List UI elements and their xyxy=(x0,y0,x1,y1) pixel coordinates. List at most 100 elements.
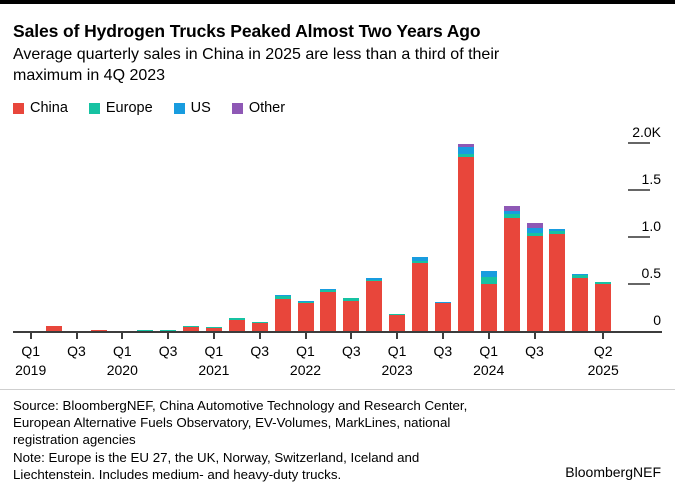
footer-divider xyxy=(0,389,675,390)
bar-segment-us-q2-2024 xyxy=(503,210,520,215)
bar-segment-europe-q4-2024 xyxy=(549,230,566,235)
legend-swatch-europe xyxy=(88,102,100,114)
bar-segment-europe-q1-2025 xyxy=(572,275,589,278)
chart-legend: China Europe US Other xyxy=(13,100,285,116)
bar-segment-europe-q3-2022 xyxy=(343,297,360,301)
y-axis-tick-dash xyxy=(628,142,650,145)
x-axis-quarter-label: Q3 xyxy=(433,343,453,359)
bar-segment-china-q4-2023 xyxy=(457,157,474,331)
y-axis-label: 2.0K xyxy=(632,124,661,141)
x-axis-tick xyxy=(212,333,215,339)
x-axis-quarter-label: Q3 xyxy=(250,343,270,359)
top-border xyxy=(0,0,675,4)
bar-segment-europe-q2-2021 xyxy=(228,318,245,321)
bar-segment-europe-q4-2020 xyxy=(183,325,199,328)
x-axis-quarter-label: Q2 xyxy=(593,343,613,359)
x-axis-year-label: 2022 xyxy=(289,362,322,378)
bar-segment-china-q4-2022 xyxy=(366,280,383,331)
bar-segment-europe-q4-2022 xyxy=(366,279,383,281)
bar-segment-us-q2-2022 xyxy=(320,288,337,291)
bar-segment-china-q4-2024 xyxy=(549,234,566,331)
bar-segment-europe-q2-2020 xyxy=(137,329,154,331)
legend-item-china: China xyxy=(13,100,68,116)
y-axis-label: 0 xyxy=(653,312,661,328)
legend-swatch-other xyxy=(231,102,243,114)
bar-segment-china-q4-2020 xyxy=(183,327,199,331)
bar-segment-us-q1-2025 xyxy=(572,274,589,276)
bar-segment-china-q2-2021 xyxy=(228,320,245,331)
x-axis-quarter-label: Q3 xyxy=(67,343,86,359)
bar-segment-us-q4-2023 xyxy=(457,147,474,154)
legend-swatch-china xyxy=(13,102,24,114)
bar-segment-us-q4-2024 xyxy=(549,228,566,231)
bar-segment-china-q2-2024 xyxy=(503,217,520,331)
bar-segment-europe-q3-2023 xyxy=(434,302,451,304)
x-axis-quarter-label: Q3 xyxy=(525,343,544,359)
legend-label: Other xyxy=(248,100,286,116)
bar-segment-china-q1-2025 xyxy=(572,278,589,331)
x-axis-line xyxy=(13,331,662,333)
bar-segment-us-q3-2023 xyxy=(434,301,451,303)
bar-segment-china-q3-2024 xyxy=(526,235,543,331)
bar-segment-europe-q1-2021 xyxy=(205,326,222,328)
x-axis-year-label: 2023 xyxy=(381,362,413,378)
methodology-note: Note: Europe is the EU 27, the UK, Norwa… xyxy=(13,449,420,482)
x-axis-quarter-label: Q1 xyxy=(204,343,224,359)
bar-segment-china-q2-2022 xyxy=(320,292,337,331)
y-axis-label: 1.0 xyxy=(641,218,661,235)
x-axis-tick xyxy=(350,333,353,339)
x-axis-tick xyxy=(533,333,536,339)
x-axis-tick xyxy=(487,333,490,339)
x-axis-tick xyxy=(304,333,307,339)
bar-segment-europe-q1-2023 xyxy=(389,314,406,315)
bar-segment-europe-q2-2022 xyxy=(320,290,337,293)
bar-segment-china-q3-2021 xyxy=(251,322,268,331)
y-axis-tick-dash xyxy=(628,189,650,192)
legend-item-europe: Europe xyxy=(88,100,153,116)
x-axis-tick xyxy=(258,333,261,339)
bar-segment-us-q1-2024 xyxy=(480,271,497,277)
bar-segment-china-q2-2023 xyxy=(412,262,428,331)
bar-segment-europe-q2-2024 xyxy=(503,214,520,218)
bar-segment-china-q4-2021 xyxy=(274,298,291,331)
x-axis-tick xyxy=(167,333,170,339)
x-axis-tick xyxy=(29,333,32,339)
source-note: Source: BloombergNEF, China Automotive T… xyxy=(13,398,468,448)
brand-wordmark: BloombergNEF xyxy=(565,464,661,480)
bar-segment-europe-q1-2022 xyxy=(297,301,314,303)
y-axis-tick-dash xyxy=(628,236,650,239)
y-axis-tick-dash xyxy=(628,283,650,286)
x-axis-tick xyxy=(396,333,399,339)
bar-segment-other-q3-2024 xyxy=(526,223,543,229)
bar-segment-us-q3-2024 xyxy=(526,228,543,233)
x-axis-tick xyxy=(441,333,444,339)
legend-label: US xyxy=(190,100,211,116)
x-axis-year-label: 2020 xyxy=(106,362,138,378)
bar-segment-other-q4-2023 xyxy=(457,144,474,148)
bar-segment-us-q1-2022 xyxy=(297,300,314,302)
bar-segment-europe-q4-2023 xyxy=(457,153,474,157)
x-axis-quarter-label: Q1 xyxy=(387,343,407,359)
y-axis-label: 0.5 xyxy=(641,265,661,282)
bar-segment-china-q1-2024 xyxy=(480,284,497,331)
bar-segment-europe-q3-2024 xyxy=(526,232,543,236)
bar-segment-china-q1-2021 xyxy=(205,327,222,331)
x-axis-year-label: 2019 xyxy=(15,362,47,378)
bar-segment-china-q2-2019 xyxy=(45,326,62,331)
bar-segment-other-q2-2024 xyxy=(503,205,520,211)
legend-label: Europe xyxy=(105,100,153,116)
x-axis-quarter-label: Q3 xyxy=(158,343,178,359)
x-axis-year-label: 2021 xyxy=(198,362,230,378)
legend-swatch-us xyxy=(173,102,185,114)
legend-item-other: Other xyxy=(231,100,286,116)
x-axis-year-label: 2025 xyxy=(587,362,619,378)
bar-segment-us-q4-2022 xyxy=(366,277,383,280)
x-axis-year-label: 2024 xyxy=(473,362,505,378)
bar-segment-china-q4-2019 xyxy=(91,329,108,331)
y-axis-label: 1.5 xyxy=(641,171,661,188)
x-axis-tick xyxy=(75,333,78,339)
bar-segment-us-q2-2023 xyxy=(412,257,428,262)
bar-segment-china-q1-2022 xyxy=(297,302,314,331)
x-axis-tick xyxy=(602,333,605,339)
